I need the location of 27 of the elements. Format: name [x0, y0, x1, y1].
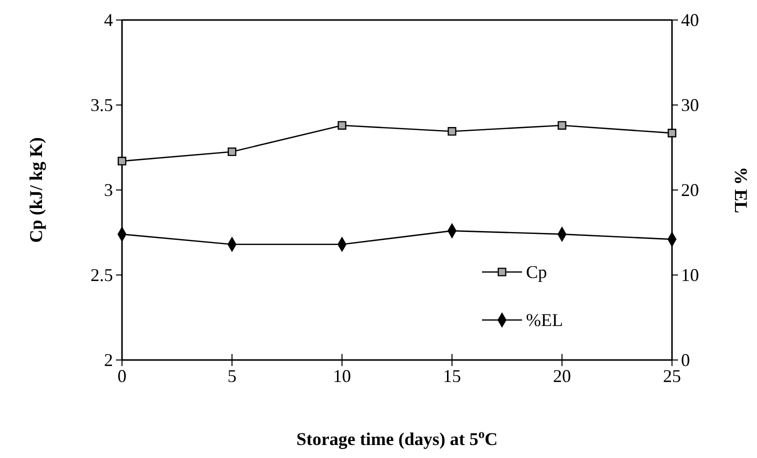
y-tick-label: 2 [104, 350, 113, 370]
y2-tick-label: 30 [681, 94, 699, 115]
y2-tick-label: 20 [681, 180, 699, 200]
legend-label: Cp [526, 262, 548, 282]
point [558, 121, 566, 130]
x-tick-label: 25 [663, 366, 681, 386]
x-tick-label: 0 [118, 366, 126, 386]
point [448, 127, 456, 136]
y-tick-label: 2.5 [90, 264, 113, 285]
y2-tick-label: 10 [681, 264, 699, 285]
y2-tick-label: 40 [681, 10, 699, 30]
y-tick-label: 4 [104, 10, 113, 30]
point [118, 156, 126, 166]
y2-axis-title: % EL [731, 166, 751, 214]
x-axis-title: Storage time (days) at 5$^{o}$C [296, 427, 498, 449]
x-tick-label: 20 [553, 366, 571, 386]
x-tick-label: 10 [333, 366, 351, 386]
x-tick-label: 15 [443, 366, 461, 386]
y-tick-label: 3.5 [90, 94, 113, 115]
y-axis-title: Cp (kJ/ kg K) [26, 137, 46, 243]
x-tick-label: 5 [228, 366, 236, 386]
legend-label: %EL [526, 310, 563, 330]
y2-tick-label: 0 [681, 350, 690, 370]
point [668, 128, 676, 138]
point [228, 147, 236, 156]
point [338, 121, 346, 130]
y-tick-label: 3 [104, 180, 113, 200]
